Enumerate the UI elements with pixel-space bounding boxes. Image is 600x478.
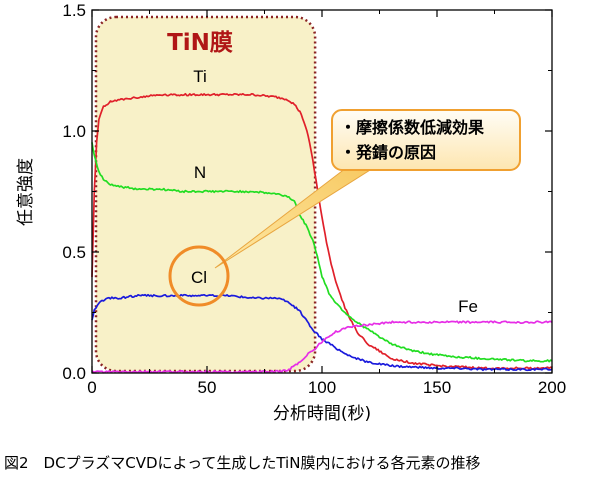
y-tick-label: 0.5 [62, 243, 86, 262]
y-tick-label: 0.0 [62, 364, 86, 383]
x-tick-label: 0 [87, 378, 96, 397]
series-label-fe: Fe [458, 297, 478, 316]
x-tick-label: 50 [198, 378, 217, 397]
y-tick-label: 1.0 [62, 122, 86, 141]
series-label-cl: Cl [191, 268, 207, 287]
x-tick-label: 150 [423, 378, 451, 397]
series-line-n [91, 142, 553, 363]
cl-highlight-circle [168, 245, 230, 307]
y-tick-label: 1.5 [62, 1, 86, 20]
series-label-ti: Ti [193, 67, 207, 86]
x-axis-label: 分析時間(秒) [273, 404, 371, 424]
series-labels: Ti N Cl Fe [191, 67, 478, 316]
x-tick-label: 200 [538, 378, 566, 397]
callout-box [331, 109, 521, 171]
figure-caption: 図2 DCプラズマCVDによって生成したTiN膜内における各元素の推移 [4, 454, 480, 472]
y-axis-label: 任意強度 [16, 158, 36, 226]
tin-film-label: TiN膜 [167, 30, 233, 56]
axis-ticks: 0 50 100 150 200 0.0 0.5 1.0 1.5 [62, 1, 566, 397]
callout-line-rust: ・発錆の原因 [340, 143, 436, 162]
series-layer [91, 92, 553, 374]
callout-line-friction: ・摩擦係数低減効果 [340, 118, 484, 137]
x-tick-label: 100 [308, 378, 336, 397]
series-line-fe [91, 320, 553, 374]
series-line-cl [91, 293, 553, 372]
series-label-n: N [194, 163, 206, 182]
